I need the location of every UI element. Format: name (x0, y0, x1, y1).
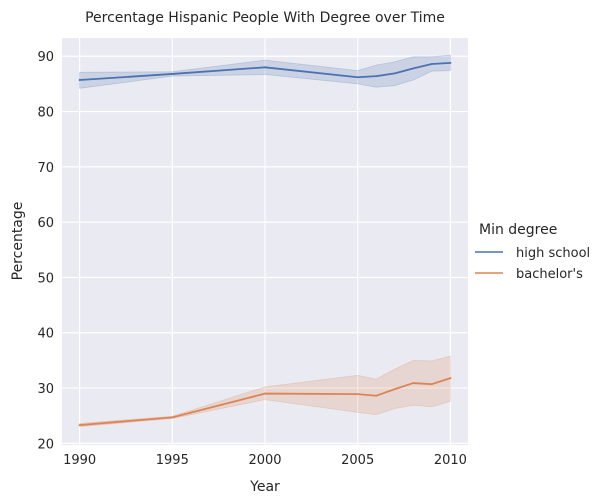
data-point-bachelor-s-2007 (393, 388, 396, 391)
y-tick-labels: 20 30 40 50 60 70 80 90 (37, 50, 54, 452)
y-tick-label-40: 40 (37, 327, 54, 342)
data-point-bachelor-s-2009 (430, 383, 433, 386)
x-tick-label-1990: 1990 (63, 453, 96, 468)
data-point-bachelor-s-2008 (412, 382, 415, 384)
legend-label-bachelors: bachelor's (516, 267, 583, 282)
data-point-bachelor-s-2010 (449, 377, 452, 379)
data-point-bachelor-s-2005 (356, 393, 359, 396)
data-point-bachelor-s-1995 (171, 416, 174, 419)
data-point-high-school-2009 (430, 63, 433, 65)
x-tick-label-1995: 1995 (156, 453, 189, 468)
y-tick-label-20: 20 (37, 437, 54, 452)
data-point-bachelor-s-2006 (375, 394, 378, 397)
confidence-bands (79, 54, 451, 428)
y-tick-label-80: 80 (37, 106, 54, 121)
data-point-bachelor-s-2000 (264, 392, 266, 395)
x-tick-label-2010: 2010 (434, 453, 467, 468)
data-point-high-school-2010 (449, 61, 452, 64)
x-tick-label-2005: 2005 (341, 453, 374, 468)
y-tick-label-70: 70 (37, 161, 54, 176)
x-tick-labels: 1990 1995 2000 2005 2010 (63, 453, 467, 468)
data-point-high-school-2007 (393, 72, 396, 75)
y-tick-label-60: 60 (37, 216, 54, 231)
legend: Min degree high school bachelor's (475, 222, 590, 282)
y-tick-label-90: 90 (37, 50, 54, 65)
chart-title: Percentage Hispanic People With Degree o… (85, 10, 445, 26)
data-point-high-school-2008 (412, 67, 415, 70)
data-point-high-school-1995 (171, 73, 174, 75)
x-axis-label: Year (249, 479, 280, 495)
y-tick-label-30: 30 (37, 382, 54, 397)
ci-band-high-school (79, 54, 451, 89)
x-tick-label-2000: 2000 (248, 453, 281, 468)
legend-label-high-school: high school (516, 246, 590, 261)
series-lines (78, 61, 452, 426)
data-point-high-school-2000 (264, 66, 266, 69)
y-tick-label-50: 50 (37, 271, 54, 286)
gridlines (62, 38, 468, 445)
data-point-high-school-1990 (78, 79, 81, 81)
y-axis-label: Percentage (10, 202, 26, 281)
data-point-bachelor-s-1990 (78, 424, 81, 426)
legend-title: Min degree (479, 222, 557, 238)
data-point-high-school-2006 (375, 75, 378, 78)
ci-band-bachelor-s (79, 355, 451, 428)
data-point-high-school-2005 (356, 76, 359, 79)
